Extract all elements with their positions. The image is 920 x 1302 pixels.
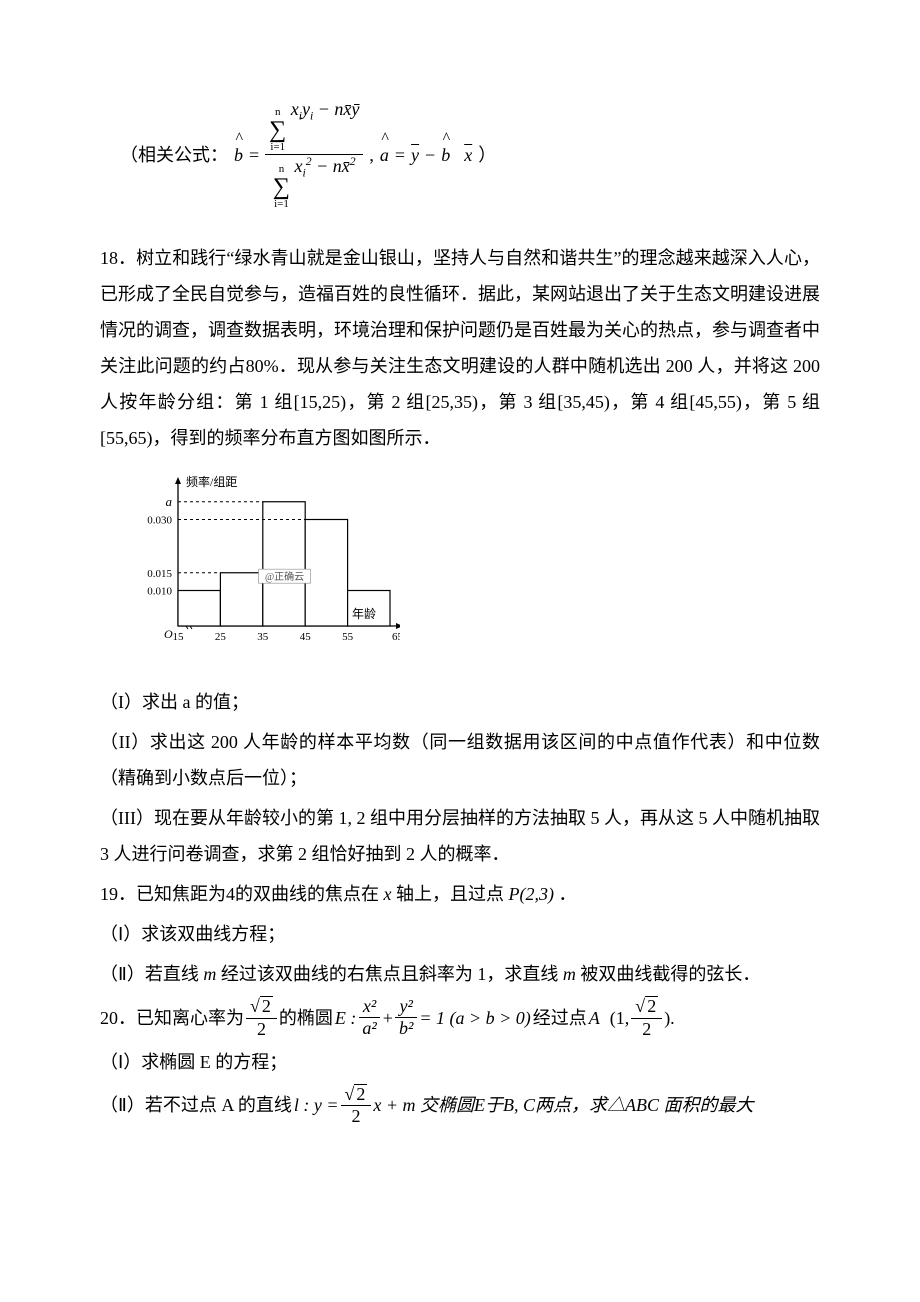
pA-den: 2: [638, 1019, 655, 1040]
q19-m1: m: [203, 964, 216, 984]
svg-text:25: 25: [215, 631, 227, 643]
q20-part2: （Ⅱ）若不过点 A 的直线 l : y = √2 2 x + m 交椭圆E于B,…: [100, 1084, 820, 1128]
svg-text:a: a: [166, 494, 173, 509]
main-fraction: n ∑ i=1 xiyi − nx̄ȳ n ∑ i=1 xi2 − nx̄2: [265, 100, 363, 210]
ecc-num: √2: [246, 996, 277, 1019]
q19-1a: 19．已知焦距为4的双曲线的焦点在: [100, 884, 384, 904]
fraction-numerator: n ∑ i=1 xiyi − nx̄ȳ: [265, 100, 363, 155]
sum-top: n ∑ i=1: [269, 107, 286, 153]
ellipse-b2: b²: [395, 1018, 417, 1039]
ecc-sqrt2: 2: [260, 996, 273, 1017]
eccentricity-frac: √2 2: [246, 996, 277, 1040]
ellipse-frac-y: y² b²: [395, 997, 417, 1040]
slope-den: 2: [347, 1106, 364, 1127]
svg-text:0.010: 0.010: [147, 586, 172, 598]
den-expr: xi2 − nx̄2: [295, 156, 356, 176]
q19-1b: 轴上，且过点: [392, 884, 509, 904]
sum-bot: n ∑ i=1: [273, 164, 290, 210]
fraction-denominator: n ∑ i=1 xi2 − nx̄2: [269, 155, 360, 210]
q20-c2: ).: [664, 1000, 675, 1036]
histogram-svg: O频率/组距a0.0300.0150.010152535455565（岁）年龄@…: [120, 474, 400, 654]
q18-part1: （I）求出 a 的值；: [100, 684, 820, 720]
b-hat: b: [234, 137, 243, 173]
q19-1c: ．: [554, 884, 577, 904]
q20-a: 20．已知离心率为: [100, 1000, 244, 1036]
sigma-icon: ∑: [269, 118, 286, 142]
q19-part2: （Ⅱ）若直线 m 经过该双曲线的右焦点且斜率为 1，求直线 m 被双曲线截得的弦…: [100, 956, 820, 992]
page: （相关公式： b = n ∑ i=1 xiyi − nx̄ȳ n ∑ i=1 x…: [0, 0, 920, 1302]
pA-num: √2: [631, 996, 662, 1019]
minus: −: [425, 137, 435, 173]
slope-num: √2: [341, 1084, 372, 1107]
pA-sqrt2: 2: [645, 996, 658, 1017]
pointA-frac: √2 2: [631, 996, 662, 1040]
q18-part3: （III）现在要从年龄较小的第 1, 2 组中用分层抽样的方法抽取 5 人，再从…: [100, 800, 820, 872]
ellipse-frac-x: x² a²: [358, 997, 380, 1040]
slope-sqrt2: 2: [354, 1084, 367, 1105]
q19-m2: m: [563, 964, 576, 984]
q19-stem: 19．已知焦距为4的双曲线的焦点在 x 轴上，且过点 P(2,3) ．: [100, 876, 820, 912]
b-hat-2: b: [441, 137, 450, 173]
svg-text:15: 15: [173, 631, 185, 643]
formula-block: （相关公式： b = n ∑ i=1 xiyi − nx̄ȳ n ∑ i=1 x…: [120, 100, 820, 210]
q20-c: 经过点: [533, 1000, 587, 1036]
x-bar: x: [464, 137, 472, 173]
equals-1: =: [249, 137, 259, 173]
q20-p2a: （Ⅱ）若不过点 A 的直线: [100, 1087, 292, 1123]
frequency-histogram: O频率/组距a0.0300.0150.010152535455565（岁）年龄@…: [120, 474, 400, 666]
ecc-den: 2: [253, 1019, 270, 1040]
svg-text:55: 55: [342, 631, 354, 643]
sum-lower-1: i=1: [270, 142, 285, 153]
y-bar: y: [411, 137, 419, 173]
q19-p2b: 经过该双曲线的右焦点且斜率为 1，求直线: [216, 964, 563, 984]
svg-text:0.030: 0.030: [147, 515, 172, 527]
num-expr: xiyi − nx̄ȳ: [291, 99, 360, 119]
svg-text:@正确云: @正确云: [265, 570, 304, 583]
q20-cond: = 1 (a > b > 0): [419, 1000, 530, 1036]
q19-x: x: [384, 884, 392, 904]
slope-frac: √2 2: [341, 1084, 372, 1128]
svg-text:45: 45: [300, 631, 312, 643]
comma: ,: [369, 137, 374, 173]
q20-E: E :: [335, 1000, 357, 1036]
svg-text:年龄: 年龄: [352, 607, 376, 621]
svg-text:0.015: 0.015: [147, 568, 172, 580]
sigma-icon-2: ∑: [273, 175, 290, 199]
ellipse-x2: x²: [359, 997, 380, 1019]
q20-stem: 20．已知离心率为 √2 2 的椭圆 E : x² a² + y² b² = 1…: [100, 996, 820, 1040]
q19-part1: （Ⅰ）求该双曲线方程；: [100, 916, 820, 952]
plus: +: [383, 1000, 393, 1036]
ellipse-y2: y²: [395, 997, 416, 1019]
equals-2: =: [395, 137, 405, 173]
q20-A: A: [589, 1000, 600, 1036]
ellipse-a2: a²: [358, 1018, 380, 1039]
sum-lower-2: i=1: [274, 199, 289, 210]
q20-b: 的椭圆: [279, 1000, 333, 1036]
q19-p2c: 被双曲线截得的弦长．: [576, 964, 761, 984]
svg-text:频率/组距: 频率/组距: [186, 474, 237, 489]
q20-c1: (1,: [610, 1000, 630, 1036]
q20-p2b: x + m 交椭圆E于B, C两点，求△ABC 面积的最大: [373, 1087, 753, 1123]
svg-text:35: 35: [257, 631, 269, 643]
q19-p2a: （Ⅱ）若直线: [100, 964, 203, 984]
q20-part1: （Ⅰ）求椭圆 E 的方程；: [100, 1044, 820, 1080]
formula-prefix: （相关公式：: [120, 137, 228, 173]
q18-stem: 18．树立和践行“绿水青山就是金山银山，坚持人与自然和谐共生”的理念越来越深入人…: [100, 240, 820, 456]
q18-part2: （II）求出这 200 人年龄的样本平均数（同一组数据用该区间的中点值作代表）和…: [100, 724, 820, 796]
a-hat: a: [380, 137, 389, 173]
q20-l: l : y =: [294, 1087, 339, 1123]
svg-text:65（岁）: 65（岁）: [392, 629, 400, 643]
formula-suffix: ）: [478, 137, 496, 173]
q18-p1-text: （I）求出 a 的值；: [100, 692, 249, 712]
q19-P: P(2,3): [509, 884, 554, 904]
